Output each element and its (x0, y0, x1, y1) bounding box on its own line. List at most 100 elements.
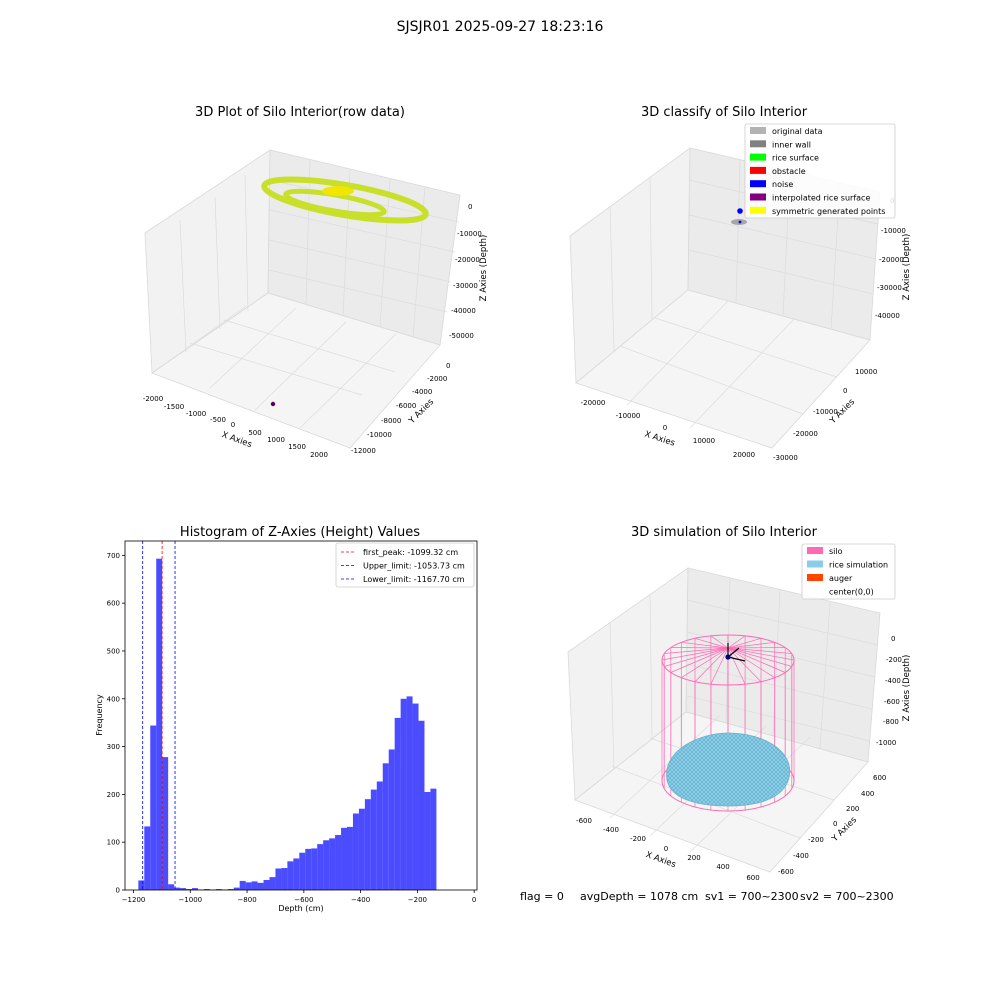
histogram-bar (168, 884, 175, 890)
center-point (725, 654, 731, 660)
histogram-bar (335, 835, 342, 890)
silo-roof-line (727, 647, 792, 667)
sim-legend-label: center(0,0) (829, 588, 874, 597)
histogram-bar (394, 717, 401, 890)
histogram-bar (162, 757, 169, 890)
histogram-bar (180, 888, 187, 890)
silo-roof-line (727, 635, 746, 649)
histogram-bar (275, 868, 282, 890)
histogram-bar (329, 838, 336, 890)
histogram-y-tick-label: 0 (116, 887, 120, 895)
histogram-bar (311, 848, 318, 890)
sim-z-tick: -800 (883, 718, 899, 726)
sim-y-tick: 600 (873, 774, 886, 782)
silo-roof-line (681, 647, 729, 678)
raw-y-tick: 0 (446, 362, 450, 370)
raw-z-tick: -50000 (449, 332, 474, 340)
classify-legend-swatch (750, 180, 766, 188)
sim-y-tick: 400 (861, 790, 874, 798)
sim-y-tick: -400 (793, 852, 809, 860)
silo-roof-line (727, 641, 775, 649)
classify-legend-label: rice surface (772, 154, 819, 163)
raw-z-tick: -30000 (453, 282, 478, 290)
silo-roof-line (681, 641, 729, 649)
histogram-bar (406, 696, 413, 890)
figure-title: SJSJR01 2025-09-27 18:23:16 (397, 19, 604, 35)
raw-scatter-points (261, 176, 429, 407)
silo-roof-line (727, 647, 775, 678)
classify-x-tick: 10000 (693, 437, 715, 445)
histogram-x-tick-label: −600 (294, 896, 313, 904)
raw-outlier-point (270, 401, 276, 407)
histogram-bar (424, 791, 431, 890)
sim-z-tick: -200 (886, 656, 902, 664)
classify-legend-label: noise (772, 180, 793, 189)
silo-roof-line (664, 647, 729, 654)
silo-wireframe (661, 634, 795, 812)
silo-roof-line (710, 647, 729, 685)
histogram-bar (186, 889, 192, 890)
raw-x-tick: 2000 (310, 451, 328, 459)
classify-y-tick: -20000 (793, 430, 818, 438)
histogram-y-tick-label: 500 (107, 647, 120, 655)
histogram-legend-label: first_peak: -1099.32 cm (363, 548, 458, 557)
sim-x-tick: 0 (664, 845, 668, 853)
histogram-bar (299, 852, 306, 890)
classify-z-tick: -40000 (875, 312, 900, 320)
histogram-bar (138, 880, 145, 890)
raw-y-tick: -2000 (427, 375, 447, 383)
classify-z-tick: -30000 (877, 284, 902, 292)
sim-x-tick: -400 (603, 826, 619, 834)
simulation-legend: silo rice simulation auger center(0,0) (801, 543, 896, 600)
histogram-bar (388, 749, 395, 890)
classify-y-tick: -30000 (773, 454, 798, 462)
classify-legend-swatch (750, 206, 766, 214)
raw-plot-title: 3D Plot of Silo Interior(row data) (195, 105, 405, 120)
raw-z-tick: -40000 (451, 307, 476, 315)
silo-simulation-3d-plot: 3D simulation of Silo Interior -600 (567, 525, 912, 882)
silo-roof-line (670, 647, 729, 649)
classify-x-tick: -20000 (581, 399, 606, 407)
depth-histogram: Histogram of Z-Axies (Height) Values −12… (95, 525, 478, 913)
sim-y-tick: -600 (778, 868, 794, 876)
histogram-y-tick-label: 400 (107, 695, 120, 703)
classify-legend-label: obstacle (772, 167, 806, 176)
raw-x-tick: 1500 (288, 443, 306, 451)
sim-z-tick: -400 (885, 677, 901, 685)
histogram-bar (191, 888, 198, 890)
histogram-bar (150, 725, 157, 890)
raw-x-tick: -500 (210, 416, 226, 424)
histogram-x-tick-label: −800 (237, 896, 256, 904)
classify-legend-label: inner wall (772, 140, 811, 149)
histogram-bar (400, 698, 407, 890)
rice-simulation-surface (666, 732, 791, 807)
histogram-bar (352, 813, 359, 890)
silo-roof-line (694, 637, 729, 649)
sim-x-tick: -200 (630, 835, 646, 843)
histogram-bar (430, 788, 437, 890)
classify-y-tick: 10000 (855, 368, 877, 376)
sim-legend-swatch (807, 574, 823, 581)
sim-x-axis-label: X Axies (644, 850, 677, 870)
histogram-bar (263, 879, 270, 890)
histogram-y-tick-label: 600 (107, 600, 120, 608)
histogram-bar (317, 844, 324, 890)
histogram-y-tick-label: 300 (107, 743, 120, 751)
silo-roof-line (664, 647, 729, 667)
silo-roof-line (694, 647, 729, 682)
raw-x-tick: -1500 (164, 403, 184, 411)
histogram-bar (287, 861, 294, 890)
sim-legend-label: rice simulation (829, 561, 888, 570)
sim-x-tick: 200 (687, 854, 700, 862)
sv1-status: sv1 = 700~2300 (705, 890, 799, 903)
silo-roof-line (710, 635, 729, 649)
classify-legend-swatch (750, 193, 766, 201)
histogram-bar (341, 827, 347, 890)
raw-z-tick: 0 (468, 203, 472, 211)
simulation-plot-title: 3D simulation of Silo Interior (631, 525, 818, 540)
classify-legend-label: symmetric generated points (772, 207, 885, 216)
sim-y-tick: -200 (808, 836, 824, 844)
silo-roof-line (727, 647, 786, 673)
classify-z-axis-label: Z Axies (Depth) (902, 234, 912, 301)
raw-y-tick: -10000 (367, 431, 392, 439)
